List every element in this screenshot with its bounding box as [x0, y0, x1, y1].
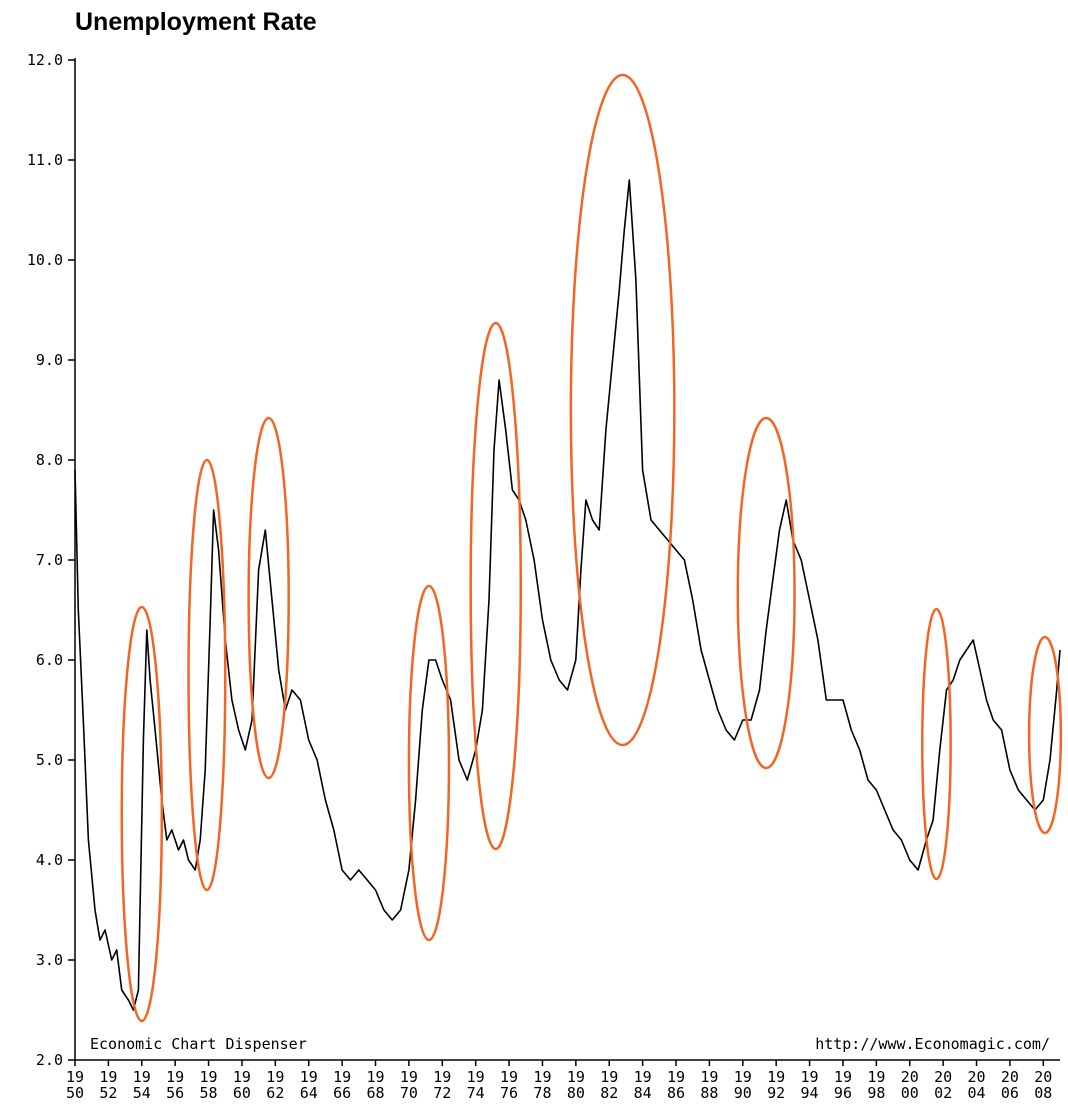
y-tick-label: 7.0 [36, 551, 63, 569]
x-tick-label-century: 20 [1034, 1068, 1052, 1086]
x-tick-label-year: 04 [967, 1084, 985, 1102]
x-tick-label-year: 92 [767, 1084, 785, 1102]
x-tick-label-century: 19 [700, 1068, 718, 1086]
x-tick-label-century: 19 [66, 1068, 84, 1086]
x-tick-label-year: 64 [300, 1084, 318, 1102]
x-tick-label-year: 52 [99, 1084, 117, 1102]
x-tick-label-century: 19 [867, 1068, 885, 1086]
recession-highlight-ellipse [1027, 635, 1063, 835]
x-tick-label-century: 19 [366, 1068, 384, 1086]
x-tick-label-year: 74 [467, 1084, 485, 1102]
x-tick-label-year: 58 [200, 1084, 218, 1102]
x-tick-label-century: 19 [400, 1068, 418, 1086]
x-tick-label-century: 19 [300, 1068, 318, 1086]
x-tick-label-year: 54 [133, 1084, 151, 1102]
recession-highlight-ellipse [187, 458, 227, 892]
y-tick-label: 2.0 [36, 1051, 63, 1069]
y-tick-label: 8.0 [36, 451, 63, 469]
x-tick-label-year: 00 [901, 1084, 919, 1102]
footer-right-url: http://www.Economagic.com/ [815, 1035, 1050, 1053]
x-tick-label-century: 19 [767, 1068, 785, 1086]
recession-highlight-ellipse [736, 416, 796, 770]
x-tick-label-year: 78 [533, 1084, 551, 1102]
recession-highlight-ellipse [247, 416, 290, 780]
x-tick-label-century: 19 [333, 1068, 351, 1086]
x-tick-label-year: 56 [166, 1084, 184, 1102]
x-tick-label-century: 19 [834, 1068, 852, 1086]
x-tick-label-century: 19 [467, 1068, 485, 1086]
x-tick-label-year: 82 [600, 1084, 618, 1102]
x-tick-label-century: 19 [600, 1068, 618, 1086]
x-tick-label-century: 19 [200, 1068, 218, 1086]
y-tick-label: 4.0 [36, 851, 63, 869]
recession-highlight-ellipse [921, 607, 952, 881]
x-tick-label-century: 20 [1001, 1068, 1019, 1086]
x-tick-label-year: 50 [66, 1084, 84, 1102]
x-tick-label-year: 98 [867, 1084, 885, 1102]
y-tick-label: 9.0 [36, 351, 63, 369]
x-tick-label-year: 90 [734, 1084, 752, 1102]
x-tick-label-century: 19 [667, 1068, 685, 1086]
x-tick-label-year: 68 [366, 1084, 384, 1102]
x-tick-label-century: 19 [500, 1068, 518, 1086]
x-tick-label-year: 86 [667, 1084, 685, 1102]
x-tick-label-century: 19 [133, 1068, 151, 1086]
y-tick-label: 12.0 [27, 51, 63, 69]
y-tick-label: 10.0 [27, 251, 63, 269]
x-tick-label-century: 20 [901, 1068, 919, 1086]
x-tick-label-century: 19 [567, 1068, 585, 1086]
x-tick-label-year: 84 [634, 1084, 652, 1102]
x-tick-label-century: 19 [634, 1068, 652, 1086]
x-tick-label-year: 70 [400, 1084, 418, 1102]
x-tick-label-year: 06 [1001, 1084, 1019, 1102]
x-tick-label-century: 19 [734, 1068, 752, 1086]
x-tick-label-century: 20 [967, 1068, 985, 1086]
y-tick-label: 3.0 [36, 951, 63, 969]
x-tick-label-year: 76 [500, 1084, 518, 1102]
recession-highlight-ellipse [120, 605, 164, 1023]
x-tick-label-year: 96 [834, 1084, 852, 1102]
x-tick-label-year: 80 [567, 1084, 585, 1102]
recession-highlight-ellipse [569, 73, 676, 747]
x-tick-label-century: 19 [533, 1068, 551, 1086]
x-tick-label-year: 94 [801, 1084, 819, 1102]
x-tick-label-year: 72 [433, 1084, 451, 1102]
y-tick-label: 5.0 [36, 751, 63, 769]
x-tick-label-century: 19 [99, 1068, 117, 1086]
x-tick-label-year: 66 [333, 1084, 351, 1102]
x-tick-label-century: 19 [233, 1068, 251, 1086]
footer-left-label: Economic Chart Dispenser [90, 1035, 307, 1053]
chart-title: Unemployment Rate [75, 8, 317, 36]
x-axis: 1950195219541956195819601962196419661968… [66, 1059, 1060, 1102]
x-tick-label-year: 62 [266, 1084, 284, 1102]
y-tick-label: 6.0 [36, 651, 63, 669]
recession-highlight-ellipse [407, 584, 451, 942]
recession-highlight-ellipse [469, 321, 523, 851]
y-axis: 2.0 3.0 4.0 5.0 6.0 7.0 8.0 9.0 10.0 11.0 12.0 [27, 51, 76, 1069]
x-tick-label-year: 08 [1034, 1084, 1052, 1102]
x-tick-label-year: 88 [700, 1084, 718, 1102]
x-tick-label-century: 19 [266, 1068, 284, 1086]
highlight-layer [120, 73, 1063, 1023]
y-tick-label: 11.0 [27, 151, 63, 169]
x-tick-label-year: 02 [934, 1084, 952, 1102]
x-tick-label-year: 60 [233, 1084, 251, 1102]
x-tick-label-century: 19 [166, 1068, 184, 1086]
x-tick-label-century: 19 [801, 1068, 819, 1086]
x-tick-label-century: 20 [934, 1068, 952, 1086]
x-tick-label-century: 19 [433, 1068, 451, 1086]
